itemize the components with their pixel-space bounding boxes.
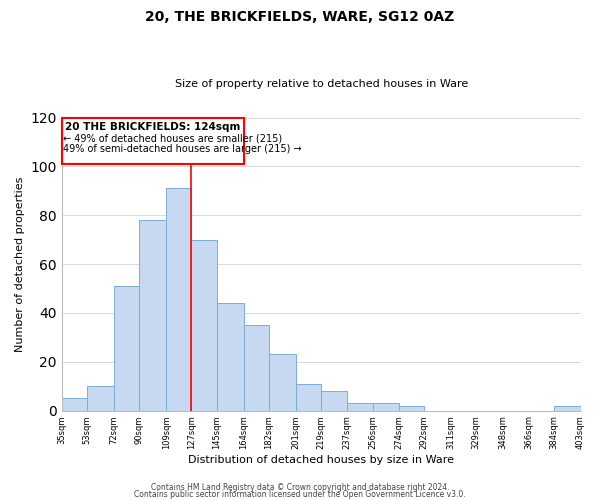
Text: 20 THE BRICKFIELDS: 124sqm: 20 THE BRICKFIELDS: 124sqm bbox=[65, 122, 241, 132]
Text: Contains HM Land Registry data © Crown copyright and database right 2024.: Contains HM Land Registry data © Crown c… bbox=[151, 484, 449, 492]
Bar bbox=[244, 325, 269, 410]
Text: 20, THE BRICKFIELDS, WARE, SG12 0AZ: 20, THE BRICKFIELDS, WARE, SG12 0AZ bbox=[145, 10, 455, 24]
Bar bbox=[114, 286, 139, 410]
Bar bbox=[62, 398, 87, 410]
Bar bbox=[217, 303, 244, 410]
Bar bbox=[139, 220, 166, 410]
Y-axis label: Number of detached properties: Number of detached properties bbox=[15, 176, 25, 352]
Bar bbox=[166, 188, 191, 410]
Bar bbox=[373, 404, 398, 410]
Bar bbox=[554, 406, 581, 410]
Text: 49% of semi-detached houses are larger (215) →: 49% of semi-detached houses are larger (… bbox=[63, 144, 302, 154]
Bar bbox=[87, 386, 114, 410]
Title: Size of property relative to detached houses in Ware: Size of property relative to detached ho… bbox=[175, 79, 468, 89]
X-axis label: Distribution of detached houses by size in Ware: Distribution of detached houses by size … bbox=[188, 455, 454, 465]
Bar bbox=[269, 354, 296, 410]
Bar bbox=[321, 391, 347, 410]
Text: ← 49% of detached houses are smaller (215): ← 49% of detached houses are smaller (21… bbox=[63, 134, 283, 143]
Bar bbox=[398, 406, 424, 410]
Bar bbox=[347, 404, 373, 410]
Text: Contains public sector information licensed under the Open Government Licence v3: Contains public sector information licen… bbox=[134, 490, 466, 499]
Bar bbox=[191, 240, 217, 410]
Bar bbox=[62, 118, 244, 164]
Bar bbox=[296, 384, 321, 410]
